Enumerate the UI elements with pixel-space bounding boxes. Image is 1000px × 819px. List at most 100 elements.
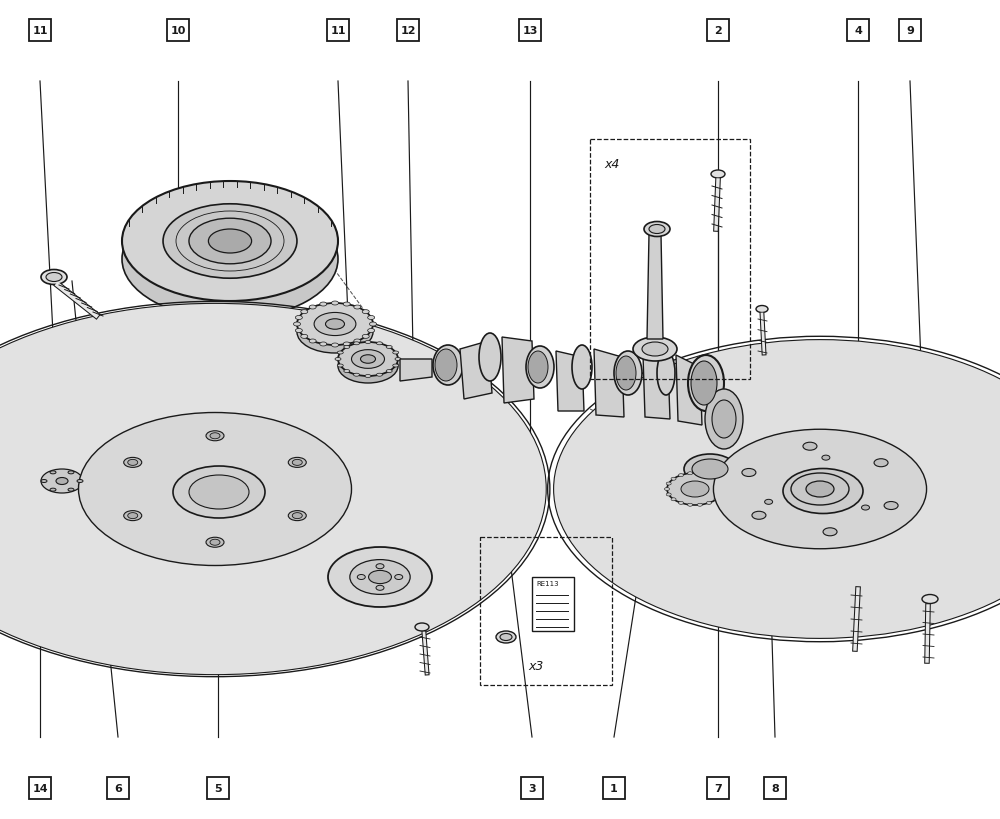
Ellipse shape bbox=[861, 505, 869, 510]
Ellipse shape bbox=[357, 575, 365, 580]
Ellipse shape bbox=[376, 586, 384, 590]
Ellipse shape bbox=[365, 375, 371, 378]
Ellipse shape bbox=[368, 316, 375, 320]
Ellipse shape bbox=[572, 346, 592, 390]
Text: 4: 4 bbox=[854, 26, 862, 36]
Ellipse shape bbox=[210, 433, 220, 439]
Ellipse shape bbox=[362, 335, 369, 339]
Ellipse shape bbox=[616, 356, 636, 391]
Bar bbox=[207, 777, 229, 799]
Ellipse shape bbox=[719, 482, 724, 486]
Ellipse shape bbox=[337, 364, 343, 368]
Ellipse shape bbox=[292, 459, 302, 466]
Ellipse shape bbox=[41, 270, 67, 285]
Polygon shape bbox=[647, 235, 663, 340]
Ellipse shape bbox=[362, 310, 369, 314]
Ellipse shape bbox=[33, 387, 397, 591]
Text: 5: 5 bbox=[214, 783, 222, 793]
Text: 10: 10 bbox=[170, 26, 186, 36]
Ellipse shape bbox=[756, 306, 768, 313]
Bar bbox=[480, 537, 612, 686]
Ellipse shape bbox=[294, 323, 301, 327]
Ellipse shape bbox=[692, 459, 728, 479]
Ellipse shape bbox=[874, 459, 888, 467]
Ellipse shape bbox=[386, 346, 392, 349]
Ellipse shape bbox=[309, 305, 316, 310]
Bar bbox=[29, 777, 51, 799]
Polygon shape bbox=[594, 350, 624, 418]
Ellipse shape bbox=[697, 473, 702, 475]
Text: 8: 8 bbox=[771, 783, 779, 793]
Bar bbox=[29, 20, 51, 42]
Ellipse shape bbox=[649, 225, 665, 234]
Ellipse shape bbox=[56, 478, 68, 485]
Ellipse shape bbox=[393, 351, 399, 355]
Ellipse shape bbox=[415, 623, 429, 631]
Ellipse shape bbox=[368, 329, 375, 333]
Ellipse shape bbox=[124, 511, 142, 521]
Ellipse shape bbox=[33, 404, 397, 607]
Ellipse shape bbox=[292, 513, 302, 519]
Ellipse shape bbox=[500, 634, 512, 640]
Ellipse shape bbox=[288, 511, 306, 521]
Polygon shape bbox=[643, 355, 670, 419]
Ellipse shape bbox=[50, 471, 56, 474]
Polygon shape bbox=[556, 351, 584, 411]
Ellipse shape bbox=[189, 219, 271, 265]
Bar bbox=[590, 140, 750, 379]
Ellipse shape bbox=[666, 493, 671, 496]
Ellipse shape bbox=[352, 351, 385, 369]
Text: RE113: RE113 bbox=[536, 581, 559, 586]
Ellipse shape bbox=[742, 469, 756, 477]
Bar bbox=[327, 20, 349, 42]
Text: 13: 13 bbox=[522, 26, 538, 36]
Text: 7: 7 bbox=[714, 783, 722, 793]
Ellipse shape bbox=[688, 504, 693, 507]
Ellipse shape bbox=[528, 351, 548, 383]
Ellipse shape bbox=[343, 342, 350, 346]
Ellipse shape bbox=[884, 502, 898, 510]
Ellipse shape bbox=[199, 481, 231, 499]
Ellipse shape bbox=[697, 504, 702, 507]
Ellipse shape bbox=[328, 547, 432, 607]
Ellipse shape bbox=[314, 313, 356, 336]
Ellipse shape bbox=[206, 432, 224, 441]
Ellipse shape bbox=[664, 488, 670, 491]
Ellipse shape bbox=[712, 400, 736, 438]
Ellipse shape bbox=[678, 474, 684, 477]
Ellipse shape bbox=[719, 493, 724, 496]
Ellipse shape bbox=[671, 477, 676, 481]
Ellipse shape bbox=[765, 500, 773, 505]
Ellipse shape bbox=[642, 342, 668, 356]
Ellipse shape bbox=[338, 342, 398, 377]
Ellipse shape bbox=[30, 464, 94, 500]
Ellipse shape bbox=[210, 540, 220, 545]
Polygon shape bbox=[676, 355, 702, 426]
Ellipse shape bbox=[354, 340, 361, 343]
Bar bbox=[603, 777, 625, 799]
Bar bbox=[397, 20, 419, 42]
Ellipse shape bbox=[433, 346, 463, 386]
Ellipse shape bbox=[376, 564, 384, 569]
Bar bbox=[519, 20, 541, 42]
Ellipse shape bbox=[354, 305, 361, 310]
Ellipse shape bbox=[206, 537, 224, 548]
Text: x3: x3 bbox=[528, 659, 543, 672]
Ellipse shape bbox=[705, 390, 743, 450]
Ellipse shape bbox=[297, 311, 373, 354]
Ellipse shape bbox=[344, 346, 350, 349]
Ellipse shape bbox=[720, 488, 726, 491]
Ellipse shape bbox=[393, 364, 399, 368]
Ellipse shape bbox=[657, 351, 675, 396]
Ellipse shape bbox=[208, 229, 252, 254]
Ellipse shape bbox=[128, 459, 138, 466]
Ellipse shape bbox=[667, 473, 723, 505]
Ellipse shape bbox=[295, 316, 302, 320]
Ellipse shape bbox=[369, 571, 391, 584]
Ellipse shape bbox=[666, 482, 671, 486]
Ellipse shape bbox=[41, 480, 47, 483]
Ellipse shape bbox=[354, 373, 360, 377]
Ellipse shape bbox=[301, 310, 308, 314]
Text: 2: 2 bbox=[714, 26, 722, 36]
Ellipse shape bbox=[68, 471, 74, 474]
